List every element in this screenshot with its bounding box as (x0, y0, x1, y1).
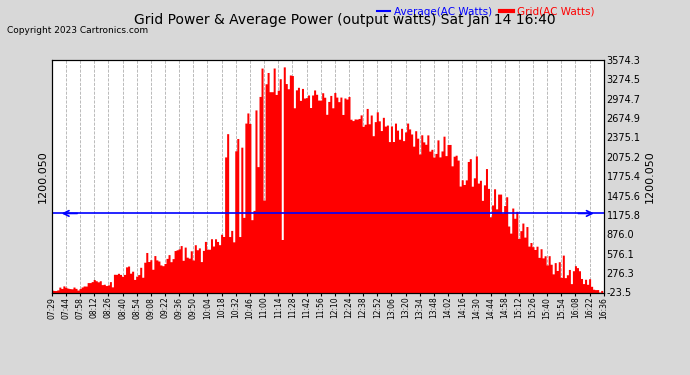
Y-axis label: 1200.050: 1200.050 (37, 150, 48, 202)
Text: Grid Power & Average Power (output watts) Sat Jan 14 16:40: Grid Power & Average Power (output watts… (134, 13, 556, 27)
Text: Copyright 2023 Cartronics.com: Copyright 2023 Cartronics.com (7, 26, 148, 35)
Y-axis label: 1200.050: 1200.050 (645, 150, 655, 202)
Legend: Average(AC Watts), Grid(AC Watts): Average(AC Watts), Grid(AC Watts) (373, 2, 598, 21)
